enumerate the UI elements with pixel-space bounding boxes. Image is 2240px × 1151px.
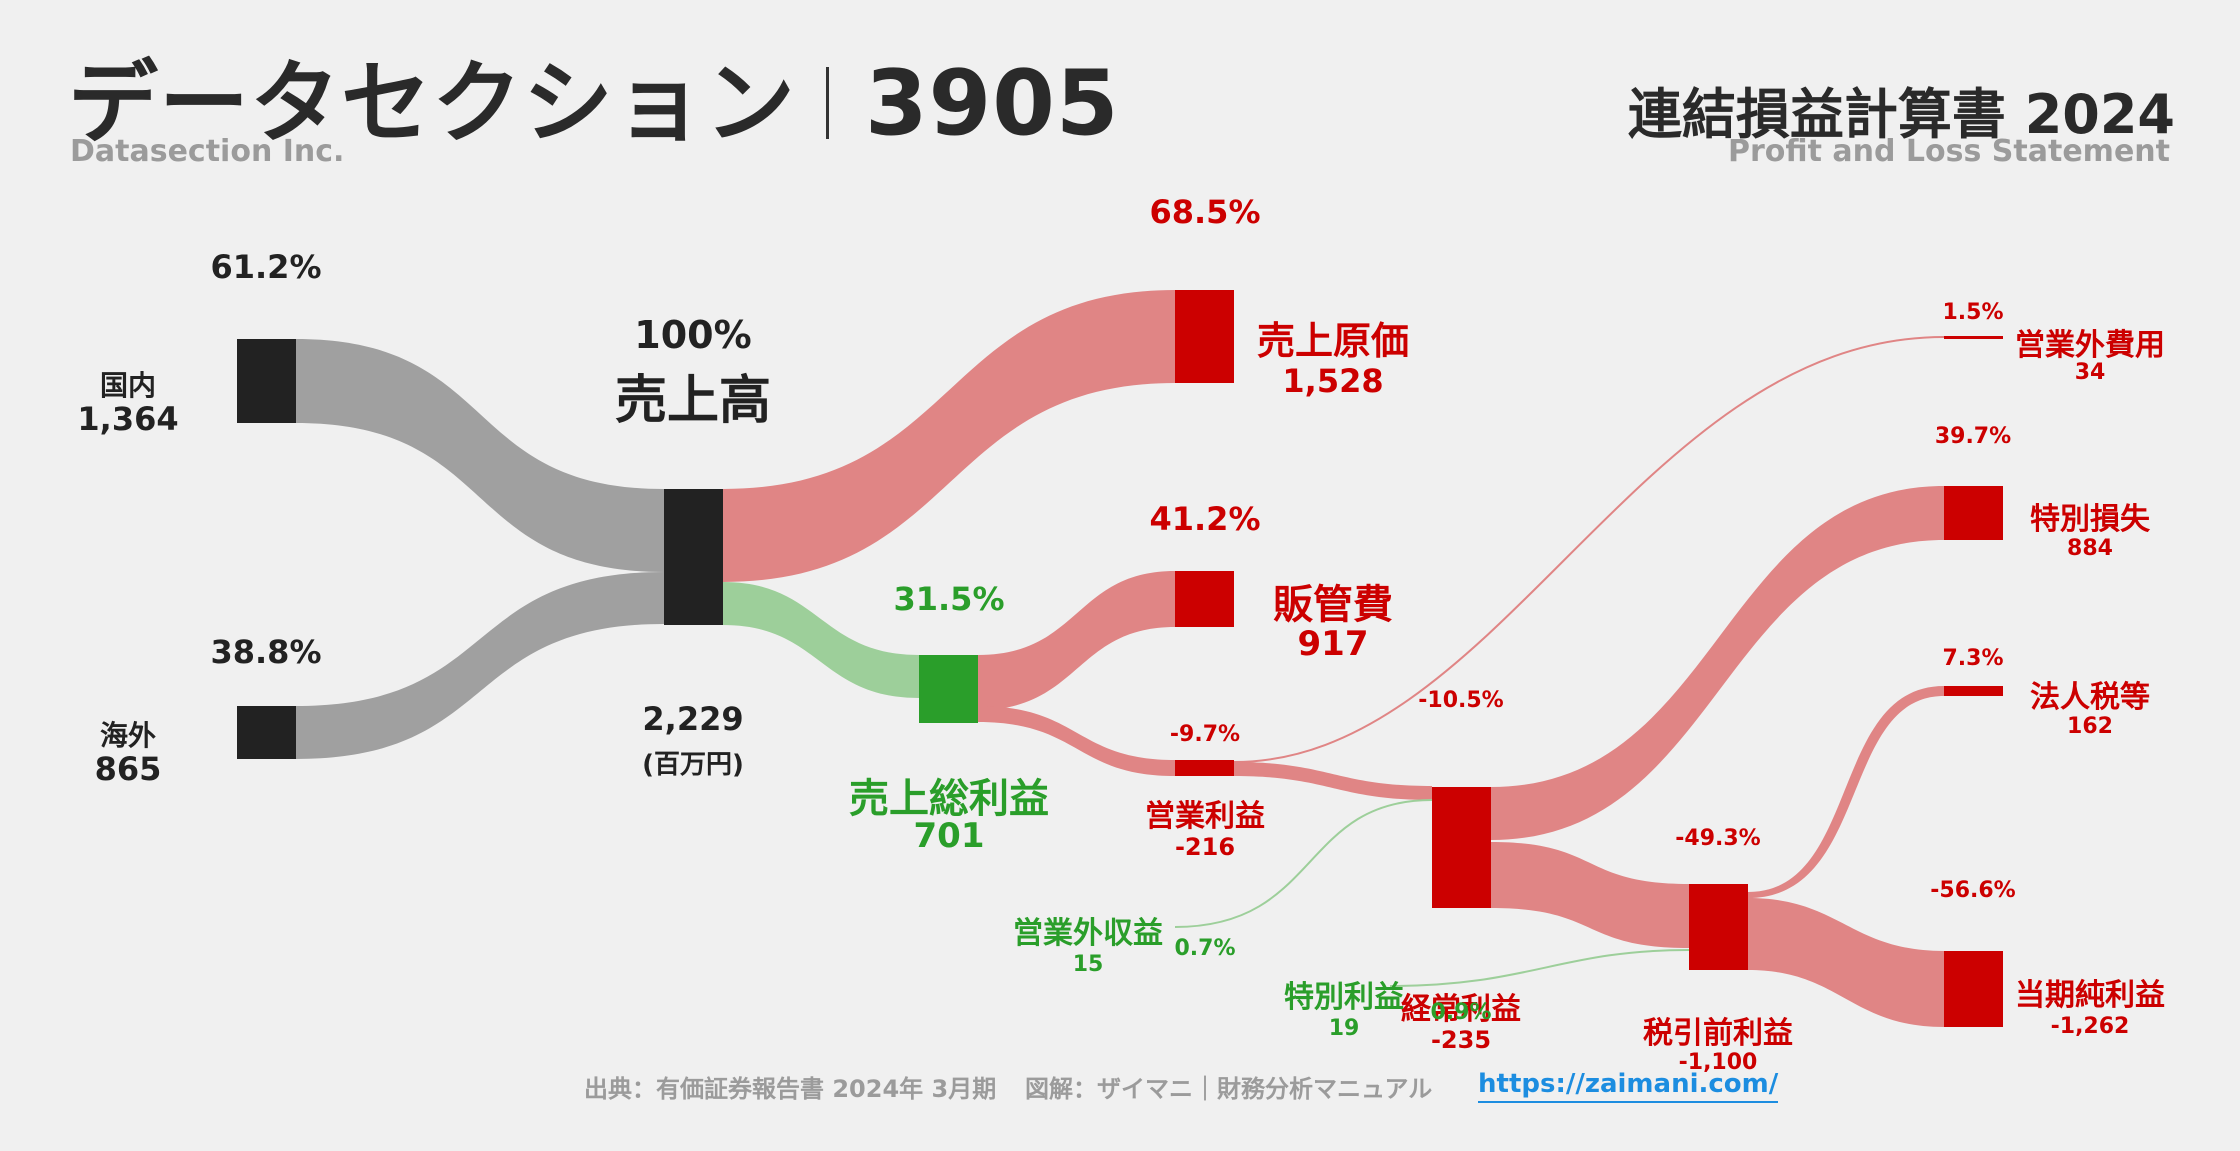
domestic-label: 国内 (99, 369, 157, 402)
flow-pretax-to-income-taxes (1748, 686, 1944, 898)
non-op-expense-pct: 1.5% (1942, 300, 2004, 325)
statement-title: 連結損益計算書 2024 (1627, 83, 2175, 146)
flow-ordinary-to-extraordinary-loss (1491, 486, 1944, 840)
flow-domestic-to-revenue (296, 339, 664, 572)
flow-non-op-income-to-ordinary (1174, 799, 1433, 928)
footer-credit: 図解：ザイマニ｜財務分析マニュアル (1025, 1075, 1433, 1103)
income-taxes-pct: 7.3% (1942, 646, 2004, 671)
node-non-op-expense (1944, 336, 2003, 339)
ticker-code: 3905 (865, 51, 1120, 156)
statement-subtitle: Profit and Loss Statement (1727, 134, 2170, 169)
operating-income-pct: -9.7% (1169, 722, 1241, 747)
node-cogs (1175, 290, 1234, 383)
non-op-expense-value: 34 (2074, 360, 2106, 385)
extraordinary-income-pct: 0.9% (1430, 1000, 1492, 1025)
revenue-label: 売上高 (614, 371, 772, 431)
gross-profit-value: 701 (913, 816, 985, 856)
non-op-expense-label: 営業外費用 (2015, 328, 2165, 363)
node-revenue (664, 489, 723, 625)
pretax-income-label: 税引前利益 (1643, 1016, 1793, 1051)
gross-profit-pct: 31.5% (893, 580, 1005, 618)
net-income-label: 当期純利益 (2015, 978, 2165, 1013)
ordinary-income-value: -235 (1430, 1026, 1492, 1054)
sga-label: 販管費 (1273, 582, 1393, 628)
sga-pct: 41.2% (1149, 500, 1261, 538)
flow-overseas-to-revenue (296, 572, 664, 759)
sga-value: 917 (1297, 624, 1369, 664)
revenue-pct: 100% (634, 313, 752, 357)
operating-income-value: -216 (1174, 833, 1236, 861)
flow-gross-profit-to-sga (978, 571, 1175, 710)
operating-income-label: 営業利益 (1145, 799, 1265, 834)
extraordinary-income-label: 特別利益 (1284, 980, 1404, 1015)
income-taxes-value: 162 (2067, 714, 2113, 739)
cogs-pct: 68.5% (1149, 193, 1261, 231)
node-ordinary-income (1432, 787, 1491, 908)
unit-label: (百万円) (642, 750, 744, 780)
domestic-pct: 61.2% (210, 248, 322, 286)
page-title: データセクション 3905 (68, 30, 1120, 160)
ordinary-income-label: 経常利益 (1401, 992, 1521, 1027)
overseas-pct: 38.8% (210, 633, 322, 671)
non-op-income-pct: 0.7% (1174, 936, 1236, 961)
extraordinary-income-value: 19 (1328, 1016, 1360, 1041)
domestic-value: 1,364 (77, 400, 179, 438)
extraordinary-loss-label: 特別損失 (2030, 502, 2150, 537)
non-op-income-value: 15 (1072, 952, 1104, 977)
company-name-en: Datasection Inc. (70, 134, 345, 169)
title-divider (826, 67, 829, 140)
node-extraordinary-loss (1944, 486, 2003, 540)
footer-url-link[interactable]: https://zaimani.com/ (1478, 1069, 1779, 1103)
node-operating-income (1175, 760, 1234, 776)
overseas-label: 海外 (99, 719, 157, 752)
company-name-jp: データセクション (68, 51, 796, 156)
overseas-value: 865 (94, 750, 162, 788)
node-overseas (237, 706, 296, 759)
node-sga (1175, 571, 1234, 627)
node-domestic (237, 339, 296, 423)
node-net-income (1944, 951, 2003, 1027)
footer-source: 出典：有価証券報告書 2024年 3月期 (584, 1075, 997, 1103)
flow-gross-profit-to-operating (978, 706, 1175, 776)
gross-profit-label: 売上総利益 (849, 776, 1049, 822)
net-income-pct: -56.6% (1930, 878, 2016, 903)
flow-extraordinary-income-to-pretax (1389, 949, 1690, 987)
flow-revenue-to-cogs (723, 290, 1175, 582)
ordinary-income-pct: -10.5% (1418, 688, 1504, 713)
flow-revenue-to-gross-profit (723, 582, 919, 698)
node-pretax-income (1689, 884, 1748, 970)
flow-operating-to-ordinary (1234, 762, 1432, 800)
net-income-value: -1,262 (2050, 1014, 2130, 1039)
cogs-value: 1,528 (1282, 362, 1384, 400)
non-op-income-label: 営業外収益 (1013, 916, 1163, 951)
flow-pretax-to-net-income (1748, 898, 1944, 1027)
extraordinary-loss-pct: 39.7% (1934, 424, 2012, 449)
cogs-label: 売上原価 (1256, 319, 1410, 363)
income-taxes-label: 法人税等 (2030, 680, 2150, 715)
revenue-value: 2,229 (642, 700, 744, 738)
pretax-income-pct: -49.3% (1675, 826, 1761, 851)
flow-ordinary-to-non-op-expense (1233, 336, 1945, 763)
node-gross-profit (919, 655, 978, 723)
node-income-taxes (1944, 686, 2003, 696)
extraordinary-loss-value: 884 (2067, 536, 2113, 561)
flow-ordinary-to-pretax (1491, 842, 1689, 948)
pretax-income-value: -1,100 (1678, 1050, 1758, 1075)
